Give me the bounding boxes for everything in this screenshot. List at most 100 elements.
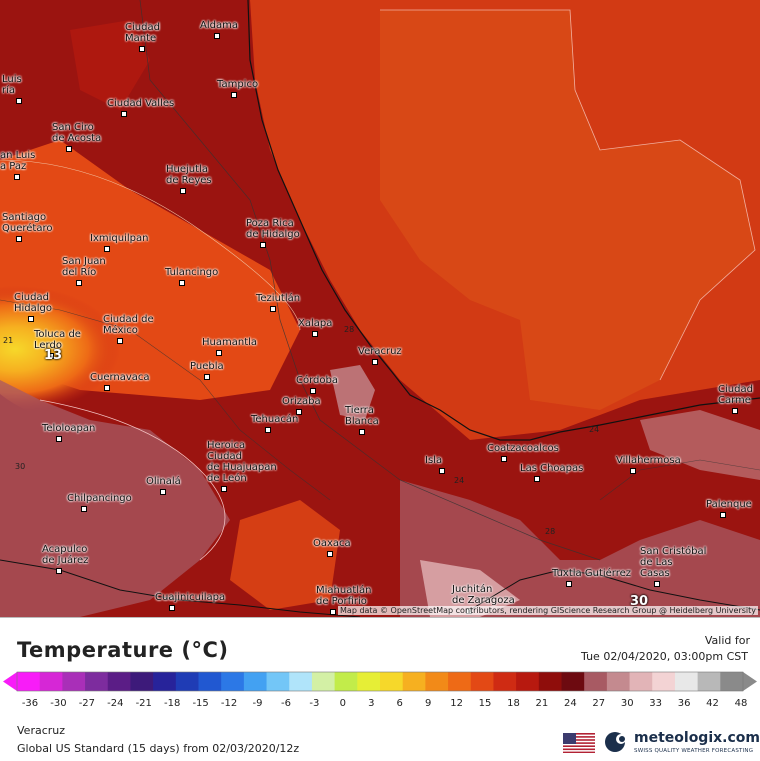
colorbar-segment: [584, 672, 608, 691]
city-marker: [654, 581, 660, 587]
colorbar-tick-label: -30: [50, 698, 67, 709]
city-marker: [81, 506, 87, 512]
colorbar-segment: [289, 672, 313, 691]
isotherm-label: 28: [545, 527, 556, 536]
map-fields: [0, 0, 760, 617]
colorbar-segment: [561, 672, 585, 691]
colorbar-segment: [130, 672, 154, 691]
color-scale-bar: [3, 671, 757, 692]
colorbar-max-arrow: [743, 672, 757, 691]
colorbar-tick-label: 9: [424, 698, 432, 709]
colorbar-tick-label: 48: [734, 698, 748, 709]
city-marker: [104, 385, 110, 391]
colorbar-segment: [39, 672, 63, 691]
min-temp-label: 13: [44, 348, 63, 363]
attribution-text: Map data © OpenStreetMap contributors, r…: [340, 606, 756, 615]
city-label: San Cristóbal de Las Casas: [640, 546, 707, 579]
city-marker: [310, 388, 316, 394]
colorbar-tick-label: 3: [368, 698, 375, 709]
valid-time: Tue 02/04/2020, 03:00pm CST: [581, 650, 748, 663]
us-flag-icon[interactable]: [563, 733, 595, 753]
colorbar-tick-label: 21: [535, 698, 549, 709]
color-scale-ticks: -36 -30 -27 -24 -21 -18 -15 -12 -9 -6 -3 0 3 6 9 12 15 18…: [0, 698, 760, 712]
colorbar-tick-label: 30: [620, 698, 634, 709]
city-label: Veracruz: [358, 346, 402, 357]
city-label: Tehuacán: [251, 414, 299, 425]
city-marker: [180, 188, 186, 194]
colorbar-segment: [629, 672, 653, 691]
city-marker: [439, 468, 445, 474]
colorbar-tick-label: 18: [507, 698, 520, 709]
colorbar-tick-label: -9: [252, 698, 263, 709]
colorbar-segment: [448, 672, 472, 691]
city-marker: [327, 551, 333, 557]
city-label: Heroica Ciudad de Huajuapan de León: [207, 440, 277, 484]
city-label: San Ciro de Acosta: [52, 122, 102, 144]
colorbar-segment: [266, 672, 290, 691]
city-label: Ixmiquilpan: [90, 233, 149, 244]
colorbar-segment: [17, 672, 41, 691]
isotherm-label: 28: [344, 325, 355, 334]
colorbar-tick-label: 27: [592, 698, 606, 709]
city-marker: [372, 359, 378, 365]
colorbar-segment: [175, 672, 199, 691]
city-label: Cuajinicuilapa: [155, 592, 226, 603]
city-marker: [28, 316, 34, 322]
city-marker: [117, 338, 123, 344]
city-marker: [566, 581, 572, 587]
colorbar-tick-label: -15: [192, 698, 209, 709]
city-label: Ciudad Mante: [125, 22, 160, 44]
meteologix-logo-icon[interactable]: [604, 730, 630, 754]
city-marker: [104, 246, 110, 252]
colorbar-segment: [538, 672, 562, 691]
city-label: Tierra Blanca: [345, 405, 379, 427]
city-marker: [720, 512, 726, 518]
city-label: Olinalá: [146, 476, 181, 487]
city-label: Teziutlán: [256, 293, 301, 304]
isotherm-label: 24: [589, 425, 600, 434]
colorbar-segment: [357, 672, 381, 691]
city-marker: [16, 236, 22, 242]
colorbar-tick-label: 24: [563, 698, 577, 709]
city-label: Teloloapan: [42, 423, 96, 434]
city-label: Ciudad Hidalgo: [14, 292, 53, 314]
map-attribution[interactable]: Map data © OpenStreetMap contributors, r…: [338, 606, 758, 615]
city-label: Tulancingo: [165, 267, 219, 278]
colorbar-segment: [493, 672, 517, 691]
city-marker: [330, 609, 336, 615]
city-marker: [534, 476, 540, 482]
city-label: Poza Rica de Hidalgo: [246, 218, 300, 240]
city-marker: [296, 409, 302, 415]
city-marker: [169, 605, 175, 611]
city-label: an Luis a Paz: [0, 150, 36, 172]
colorbar-segment: [470, 672, 494, 691]
city-label: Ciudad Carme: [718, 384, 753, 406]
brand-name[interactable]: meteologix.com: [634, 730, 760, 746]
city-marker: [56, 436, 62, 442]
valid-for-label: Valid for: [704, 634, 750, 647]
colorbar-segment: [720, 672, 744, 691]
region-name: Veracruz: [17, 724, 66, 737]
colorbar-segment: [606, 672, 631, 691]
city-label: Orizaba: [282, 396, 321, 407]
isotherm-label: 24: [454, 476, 465, 485]
brand-tagline: SWISS QUALITY WEATHER FORECASTING: [634, 748, 754, 754]
city-marker: [221, 486, 227, 492]
city-marker: [76, 280, 82, 286]
colorbar-segment: [153, 672, 177, 691]
city-marker: [265, 427, 271, 433]
colorbar-tick-label: 42: [706, 698, 719, 709]
city-marker: [204, 374, 210, 380]
city-label: Santiago Querétaro: [2, 212, 53, 234]
city-marker: [501, 456, 507, 462]
colorbar-segment: [697, 672, 721, 691]
city-marker: [16, 98, 22, 104]
city-label: Isla: [425, 455, 443, 466]
colorbar-tick-label: 15: [478, 698, 492, 709]
city-label: San Juan del Río: [62, 256, 106, 278]
isotherm-label: 21: [3, 336, 14, 345]
colorbar-segment: [243, 672, 268, 691]
colorbar-segment: [107, 672, 131, 691]
city-marker: [270, 306, 276, 312]
temperature-map[interactable]: Aldama Ciudad Mante Tampico Ciudad Valles San…: [0, 0, 760, 617]
